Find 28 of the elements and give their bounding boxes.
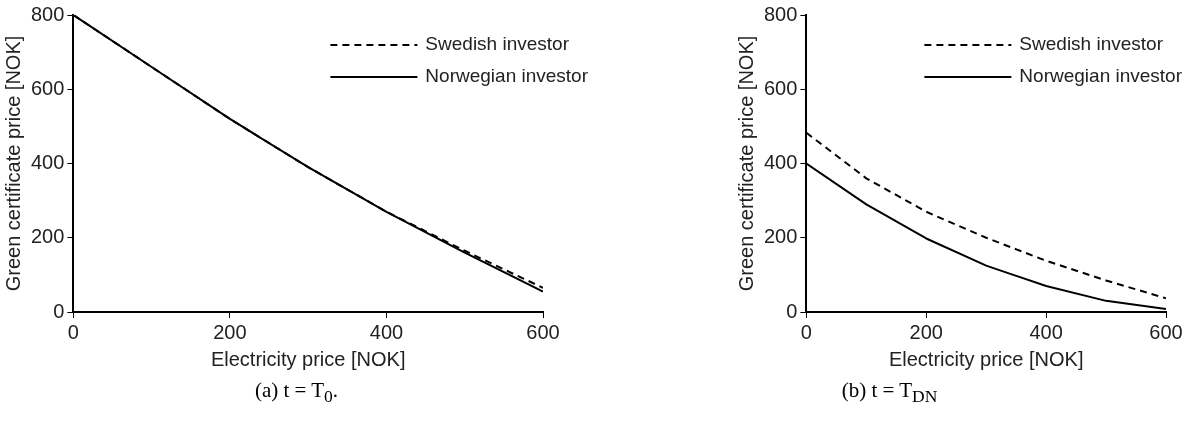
x-tick-label: 0	[800, 320, 812, 343]
y-tick-label: 800	[763, 2, 798, 25]
y-axis-title: Green certificate price [NOK]	[734, 35, 757, 292]
y-tick-label: 0	[53, 299, 65, 322]
y-tick-label: 200	[30, 225, 65, 248]
x-tick-label: 600	[1149, 320, 1183, 343]
x-tick-label: 400	[1029, 320, 1063, 343]
legend-label: Swedish investor	[1019, 33, 1164, 55]
y-axis-title: Green certificate price [NOK]	[1, 35, 24, 292]
y-tick-label: 0	[786, 299, 798, 322]
legend-label: Norwegian investor	[1019, 65, 1183, 87]
x-tick-label: 200	[909, 320, 943, 343]
y-tick-label: 600	[30, 76, 65, 99]
x-axis-title: Electricity price [NOK]	[210, 347, 406, 370]
legend-label: Swedish investor	[425, 33, 570, 55]
text: (a) t = T$_{0}$.	[253, 378, 340, 408]
x-tick-label: 200	[213, 320, 247, 343]
x-tick-label: 600	[526, 320, 560, 343]
x-axis-title: Electricity price [NOK]	[888, 347, 1084, 370]
legend-label: Norwegian investor	[425, 65, 589, 87]
y-tick-label: 400	[763, 151, 798, 174]
x-tick-label: 0	[67, 320, 79, 343]
y-tick-label: 200	[763, 225, 798, 248]
text: (b) t = T$_{DN}$	[840, 378, 939, 408]
y-tick-label: 400	[30, 151, 65, 174]
y-tick-label: 600	[763, 76, 798, 99]
x-tick-label: 400	[369, 320, 404, 343]
y-tick-label: 800	[30, 2, 65, 25]
